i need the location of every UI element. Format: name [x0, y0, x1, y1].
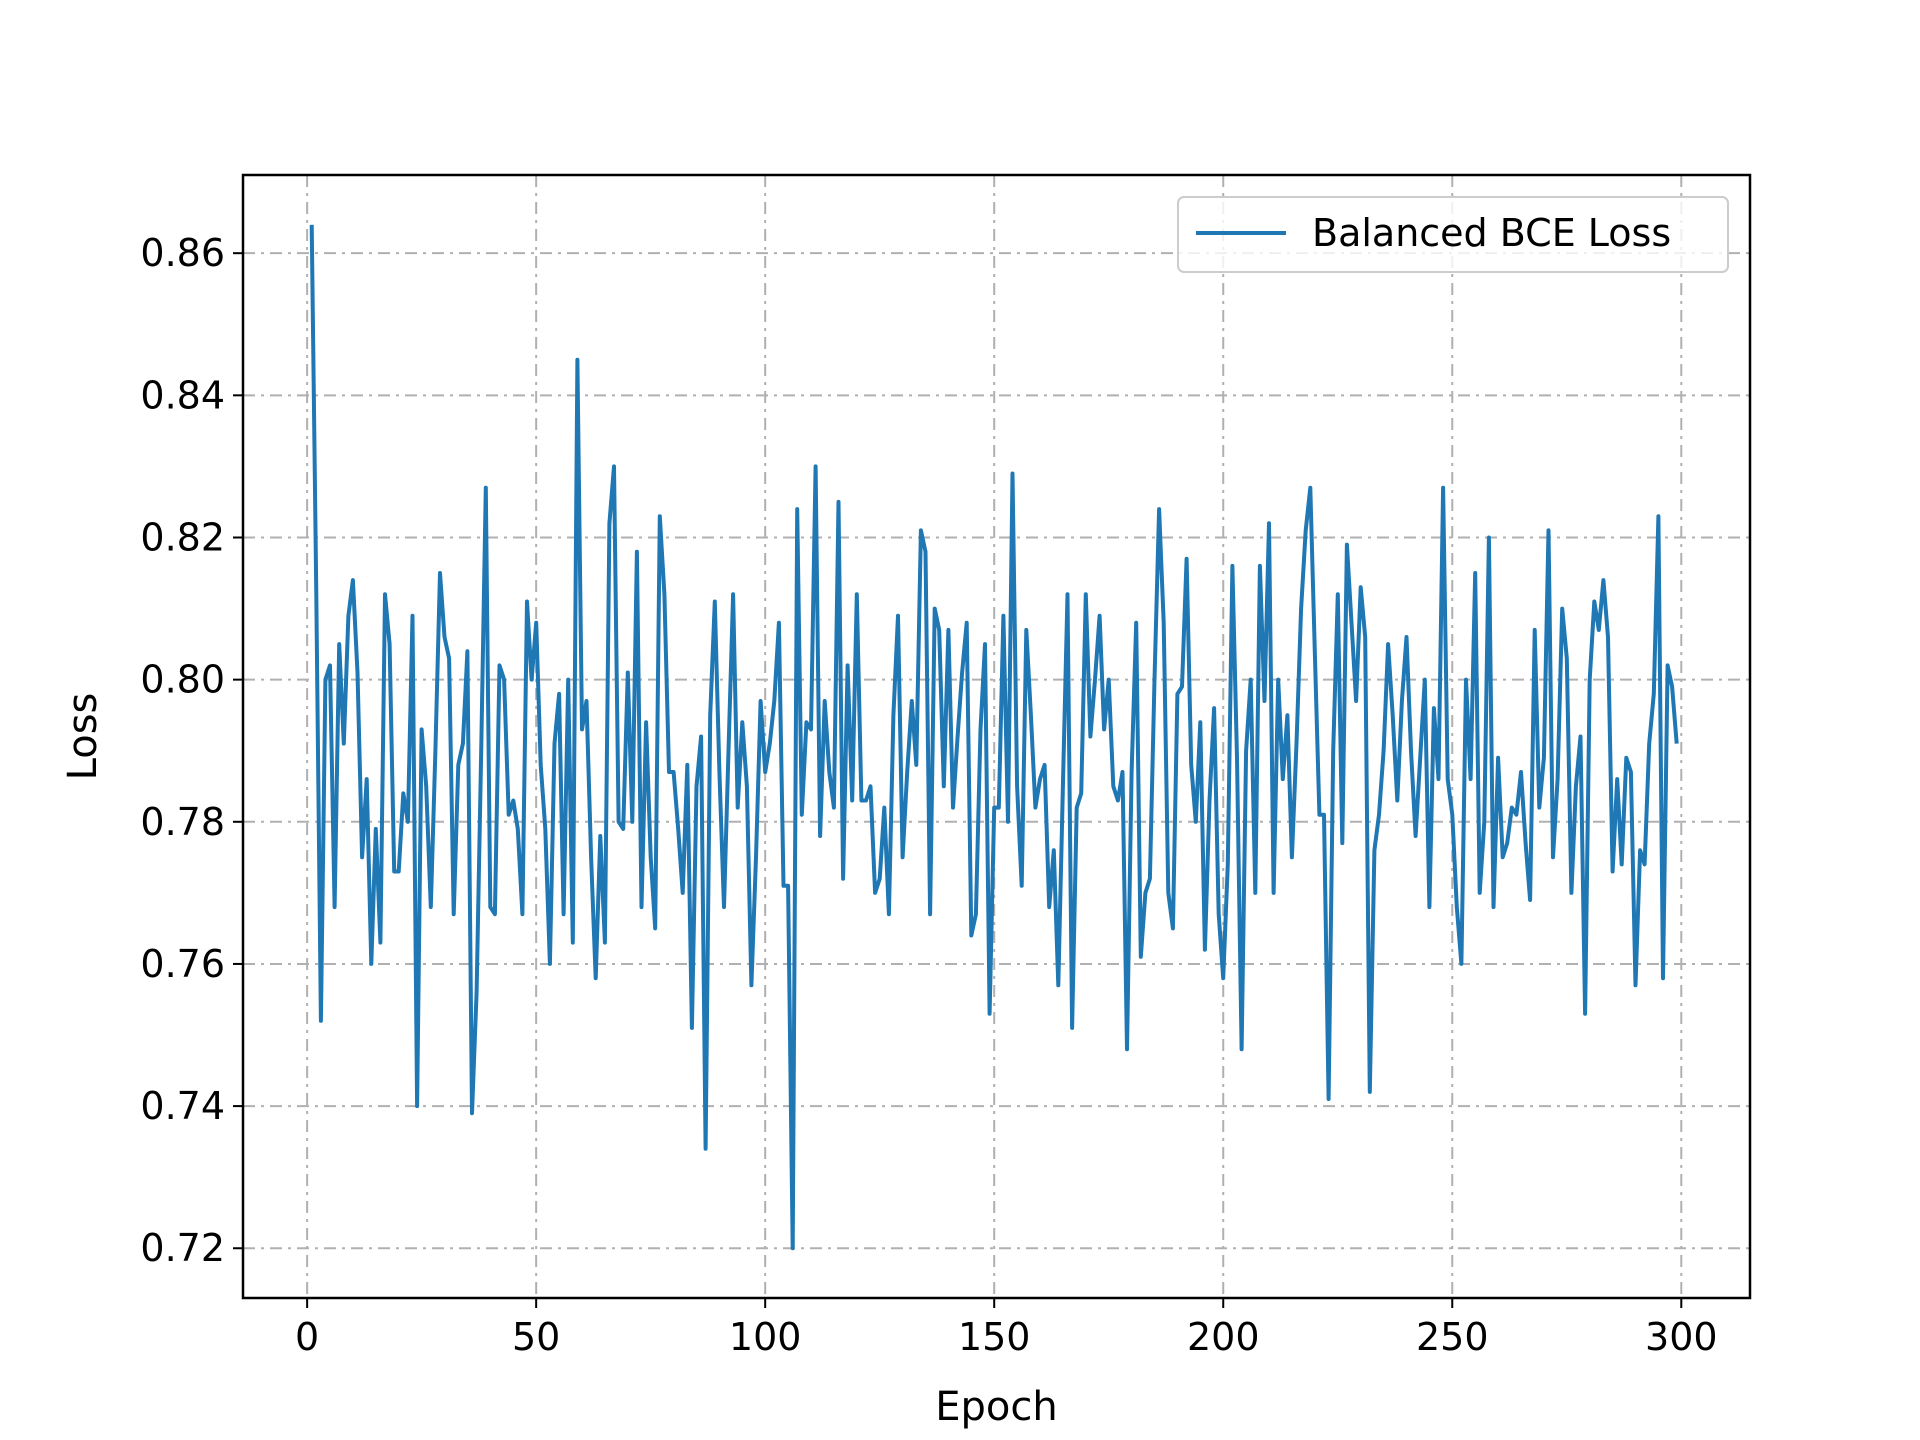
- x-axis-label: Epoch: [935, 1384, 1057, 1430]
- y-tick-label: 0.78: [140, 800, 225, 844]
- y-tick-label: 0.80: [140, 658, 225, 702]
- series-layer: [309, 224, 1679, 1251]
- y-tick-label: 0.74: [140, 1084, 225, 1128]
- y-tick-label: 0.82: [140, 515, 225, 559]
- x-tick-label: 300: [1645, 1315, 1718, 1359]
- x-tick-label: 50: [512, 1315, 560, 1359]
- axis-ticks: 0 50 100 150 200 250 300 0.72 0.74 0.76 0.78 0.80 0.…: [140, 231, 1717, 1359]
- grid: [243, 175, 1750, 1298]
- x-tick-label: 200: [1187, 1315, 1260, 1359]
- y-tick-label: 0.76: [140, 942, 225, 986]
- x-tick-label: 150: [958, 1315, 1031, 1359]
- legend: Balanced BCE Loss: [1177, 196, 1729, 273]
- y-axis-label: Loss: [60, 693, 106, 781]
- series-line: [309, 224, 1679, 1251]
- legend-box: [1177, 196, 1729, 273]
- y-tick-label: 0.84: [140, 373, 225, 417]
- y-tick-label: 0.72: [140, 1226, 225, 1270]
- x-tick-label: 100: [729, 1315, 802, 1359]
- y-tick-label: 0.86: [140, 231, 225, 275]
- x-tick-label: 0: [295, 1315, 319, 1359]
- x-tick-label: 250: [1416, 1315, 1489, 1359]
- legend-label: Balanced BCE Loss: [1312, 211, 1671, 255]
- plot-frame: [241, 173, 1752, 1300]
